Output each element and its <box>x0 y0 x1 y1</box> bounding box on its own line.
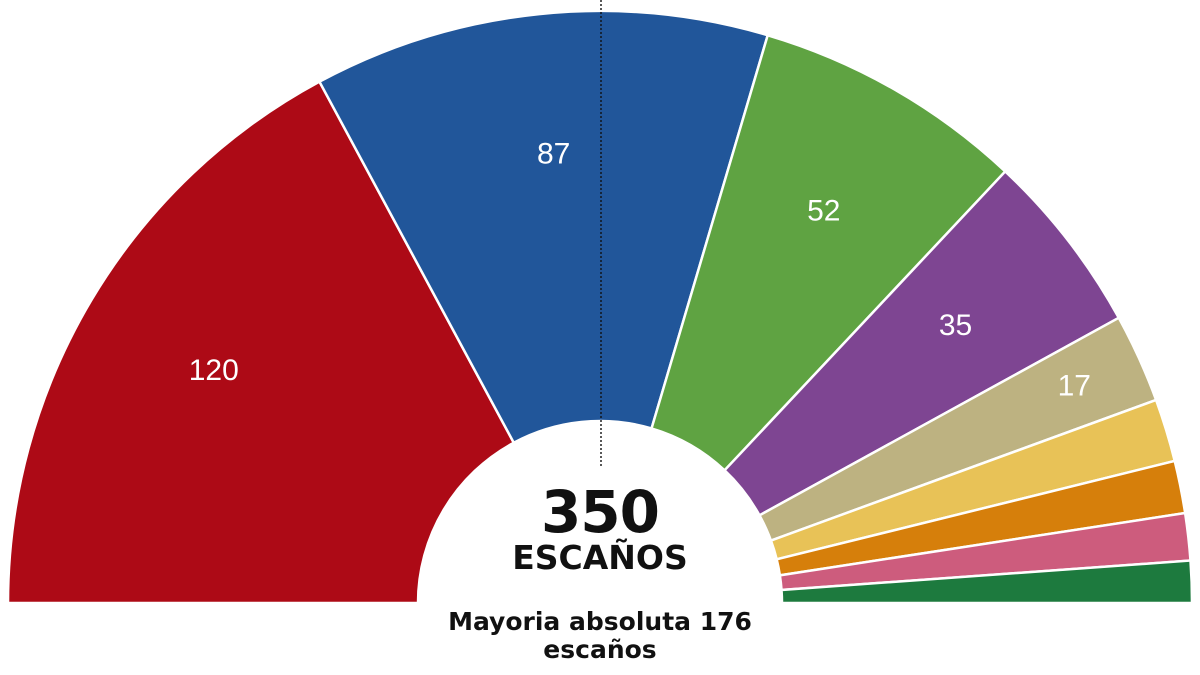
seat-label-5: 17 <box>1058 369 1091 402</box>
majority-caption-line1: Mayoria absoluta 176 <box>448 607 752 636</box>
seat-slice-9 <box>780 559 1194 605</box>
seat-slice-3 <box>650 33 1008 473</box>
seat-label-1: 120 <box>189 354 239 387</box>
seat-labels: 120 87 52 35 17 <box>189 137 1091 402</box>
seat-slices <box>6 9 1194 605</box>
total-seats: 350 <box>540 478 660 546</box>
seat-slice-1 <box>6 79 516 605</box>
total-seats-label: ESCAÑOS <box>512 538 688 577</box>
seat-slice-2 <box>317 9 770 445</box>
seat-label-2: 87 <box>537 137 570 170</box>
majority-caption: Mayoria absoluta 176 escaños <box>380 608 820 664</box>
seat-label-4: 35 <box>939 309 972 342</box>
majority-caption-line2: escaños <box>543 635 657 664</box>
seat-label-3: 52 <box>807 195 840 228</box>
